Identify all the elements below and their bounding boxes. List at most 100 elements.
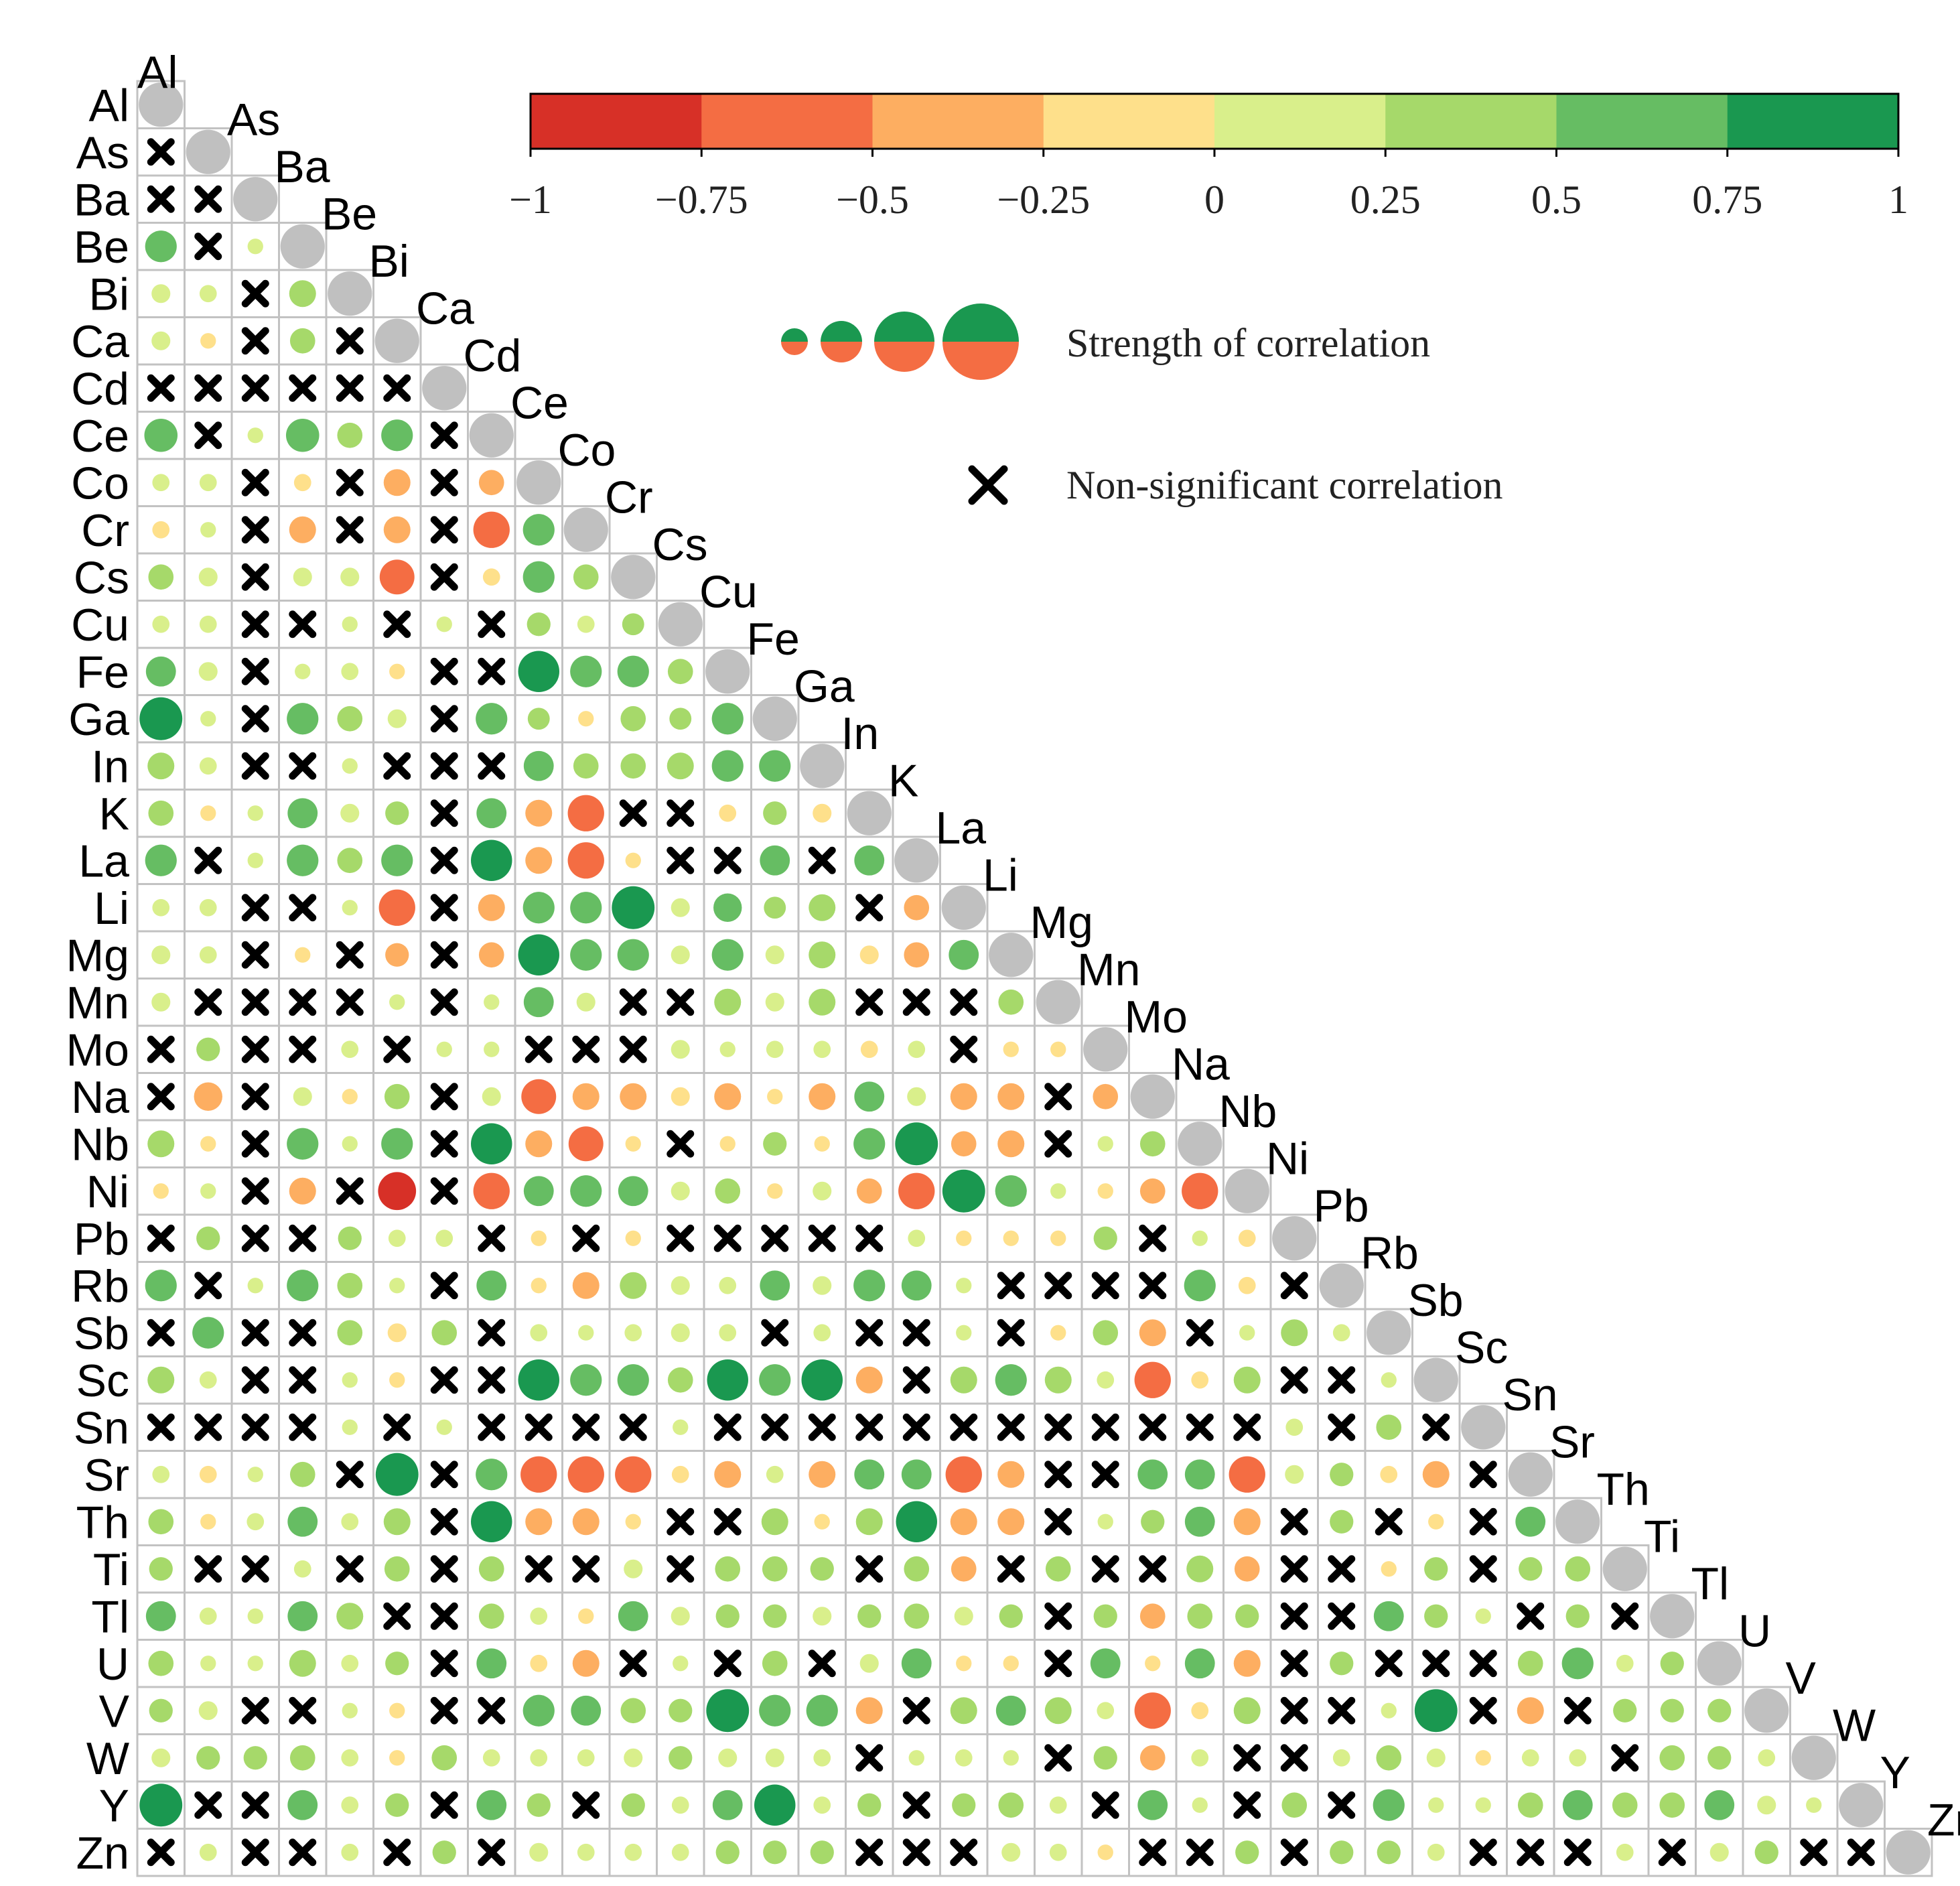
corr-circle-Zn-Mn bbox=[1049, 1843, 1067, 1861]
corr-circle-Mg-La bbox=[904, 942, 930, 968]
corr-circle-Y-Be bbox=[287, 1790, 318, 1820]
column-label-Ba: Ba bbox=[274, 141, 330, 192]
corr-circle-Y-Al bbox=[139, 1783, 183, 1827]
row-label-Co: Co bbox=[71, 458, 129, 509]
corr-circle-Sr-Na bbox=[1137, 1459, 1168, 1490]
non-significant-cross-Cr-Bi bbox=[336, 516, 364, 544]
non-significant-cross-Cu-Ce bbox=[478, 610, 506, 638]
corr-circle-Sb-Rb bbox=[1332, 1324, 1350, 1342]
corr-circle-Cu-Co bbox=[527, 612, 551, 636]
corr-circle-Cs-Co bbox=[522, 561, 555, 593]
non-significant-cross-Sn-Li bbox=[950, 1413, 978, 1441]
non-significant-cross-Zn-Ca bbox=[383, 1838, 411, 1867]
corr-circle-Th-Na bbox=[1141, 1509, 1165, 1534]
non-significant-cross-V-Pb bbox=[1280, 1696, 1308, 1725]
non-significant-cross-La-Cd bbox=[430, 846, 458, 874]
corr-circle-V-Mo bbox=[1097, 1702, 1115, 1720]
corr-circle-Co-Be bbox=[293, 474, 311, 492]
diagonal-circle-V bbox=[1744, 1688, 1789, 1733]
corr-circle-Sn-Bi bbox=[342, 1419, 358, 1435]
corr-circle-Th-La bbox=[896, 1501, 937, 1542]
corr-circle-Sr-Be bbox=[289, 1461, 316, 1487]
corr-circle-La-Be bbox=[287, 844, 319, 876]
colorbar-segment bbox=[531, 94, 702, 149]
corr-circle-Ga-Cu bbox=[669, 708, 692, 730]
non-significant-cross-U-In bbox=[808, 1649, 836, 1678]
corr-circle-Cs-As bbox=[198, 567, 218, 587]
row-label-Pb: Pb bbox=[74, 1213, 129, 1264]
corr-circle-Th-K bbox=[855, 1508, 883, 1536]
corr-circle-Sb-Ni bbox=[1239, 1325, 1255, 1341]
corr-circle-Sn-Cu bbox=[673, 1419, 689, 1435]
non-significant-cross-Sn-K bbox=[855, 1413, 884, 1441]
non-significant-cross-Pb-Ga bbox=[761, 1224, 789, 1252]
non-significant-cross-Ti-Ba bbox=[241, 1555, 269, 1583]
corr-circle-Tl-Th bbox=[1565, 1604, 1590, 1628]
colorbar: −1 −0.75 −0.5 −0.25 0 0.25 0.5 0.75 1 bbox=[509, 92, 1908, 222]
non-significant-cross-Y-As bbox=[194, 1791, 222, 1819]
corr-circle-Sn-Cd bbox=[436, 1419, 452, 1435]
corr-circle-Na-Cs bbox=[620, 1083, 647, 1110]
non-significant-cross-Ti-Mg bbox=[997, 1555, 1025, 1583]
corr-circle-Sc-Cs bbox=[617, 1364, 649, 1396]
corr-circle-Fe-Cu bbox=[667, 659, 693, 685]
non-significant-cross-Pb-Be bbox=[289, 1224, 317, 1252]
corr-circle-Y-Nb bbox=[1192, 1797, 1208, 1813]
non-significant-cross-Tl-Ti bbox=[1611, 1602, 1639, 1630]
non-significant-cross-Pb-Cr bbox=[572, 1224, 600, 1252]
corr-circle-Tl-Ni bbox=[1235, 1604, 1259, 1628]
corr-circle-K-Ga bbox=[763, 801, 787, 825]
corr-circle-U-Nb bbox=[1184, 1648, 1215, 1679]
corr-circle-Zn-Cs bbox=[624, 1843, 642, 1861]
corr-circle-Ni-Cr bbox=[570, 1175, 602, 1207]
size-legend-circle-1 bbox=[781, 328, 808, 355]
non-significant-cross-Cr-Ba bbox=[241, 516, 269, 544]
non-significant-cross-Rb-Mn bbox=[1044, 1272, 1072, 1300]
corr-circle-Y-Ce bbox=[476, 1790, 507, 1820]
corr-circle-Sr-Ni bbox=[1229, 1456, 1265, 1493]
corr-circle-Cr-Ce bbox=[473, 511, 510, 548]
corr-circle-Nb-Na bbox=[1139, 1131, 1166, 1157]
diagonal-circle-Cr bbox=[563, 507, 608, 552]
corr-circle-Tl-Mo bbox=[1093, 1604, 1117, 1628]
non-significant-cross-U-Sb bbox=[1375, 1649, 1403, 1678]
corr-circle-Tl-Mg bbox=[999, 1604, 1023, 1628]
corr-circle-Pb-Co bbox=[531, 1230, 547, 1246]
corr-circle-La-Co bbox=[525, 847, 553, 874]
non-significant-cross-Ti-Co bbox=[524, 1555, 553, 1583]
non-significant-cross-Zn-La bbox=[902, 1838, 930, 1867]
corr-circle-Pb-Mg bbox=[1003, 1230, 1019, 1246]
corr-circle-Y-W bbox=[1806, 1797, 1822, 1813]
non-significant-cross-Ti-Rb bbox=[1328, 1555, 1356, 1583]
non-significant-cross-Sn-Co bbox=[524, 1413, 553, 1441]
corr-circle-Sr-Sc bbox=[1422, 1461, 1450, 1488]
colorbar-segment bbox=[1727, 94, 1899, 149]
non-significant-cross-Li-Be bbox=[289, 894, 317, 922]
row-label-Y: Y bbox=[99, 1780, 129, 1831]
non-significant-cross-Na-Al bbox=[147, 1083, 175, 1111]
corr-circle-Mg-Cr bbox=[570, 939, 602, 971]
non-significant-cross-Sc-Ce bbox=[478, 1366, 506, 1394]
corr-circle-Th-Ca bbox=[383, 1508, 411, 1536]
non-significant-cross-Sn-Ba bbox=[241, 1413, 269, 1441]
cross-legend-label: Non-significant correlation bbox=[1066, 463, 1502, 507]
corr-circle-Tl-Cr bbox=[578, 1608, 594, 1624]
non-significant-cross-U-Pb bbox=[1280, 1649, 1308, 1678]
corr-circle-Ca-As bbox=[200, 333, 216, 349]
corr-circle-Pb-Cs bbox=[625, 1230, 641, 1246]
row-label-Ni: Ni bbox=[86, 1166, 129, 1217]
corr-circle-Tl-Be bbox=[287, 1601, 318, 1631]
colorbar-tick-label: 1 bbox=[1888, 178, 1908, 222]
corr-circle-W-Na bbox=[1139, 1745, 1166, 1771]
corr-circle-Y-Sb bbox=[1373, 1789, 1405, 1821]
corr-circle-Li-As bbox=[199, 898, 217, 917]
non-significant-cross-Sr-Mn bbox=[1044, 1461, 1072, 1489]
corr-circle-Rb-La bbox=[901, 1270, 932, 1301]
column-label-K: K bbox=[888, 756, 918, 807]
non-significant-cross-Ni-Ba bbox=[241, 1177, 269, 1205]
corr-circle-Tl-Li bbox=[954, 1607, 973, 1626]
corr-circle-Nb-Fe bbox=[719, 1136, 736, 1152]
corr-circle-Sb-As bbox=[192, 1317, 224, 1349]
corr-circle-Cs-Al bbox=[148, 564, 174, 590]
corr-circle-Ni-Al bbox=[153, 1183, 169, 1199]
